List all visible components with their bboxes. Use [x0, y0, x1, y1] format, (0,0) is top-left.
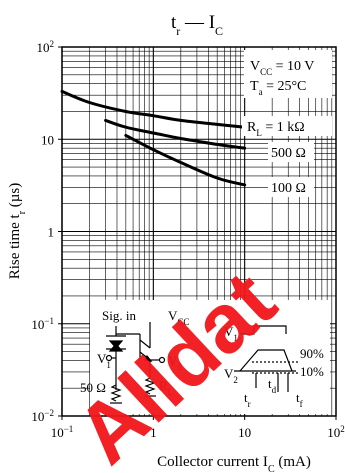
x-axis-label: Collector current IC (mA) [157, 454, 311, 473]
wave-v1-label: V1 [224, 324, 238, 343]
series-curve-2 [124, 133, 247, 187]
v2-label: V2 [168, 353, 182, 372]
y-tick-label: 1 [48, 225, 55, 240]
x-tick-label: 1 [150, 425, 157, 440]
label-rl-1k: RL = 1 kΩ [247, 120, 305, 138]
label-500: 500 Ω [271, 146, 306, 161]
label-100: 100 Ω [271, 181, 306, 196]
tf-label: tf [296, 390, 303, 409]
r50-label: 50 Ω [80, 380, 106, 395]
x-tick-label: 10 [238, 425, 251, 440]
y-tick-label: 10−2 [31, 408, 54, 424]
y-tick-label: 10−1 [31, 316, 54, 332]
rl-label: RL [159, 378, 173, 397]
inset-labels: Sig. in VCC V1 V2 50 Ω RL V1 V2 90% 10% … [80, 308, 324, 409]
y-tick-label: 10 [41, 132, 54, 147]
x-tick-label: 102 [327, 424, 345, 440]
series-labels: RL = 1 kΩ 500 Ω 100 Ω [242, 116, 332, 197]
chart-title: tr — IC [171, 12, 223, 38]
series-curve-0 [60, 89, 247, 129]
pct10-label: 10% [300, 364, 324, 379]
pct90-label: 90% [300, 346, 324, 361]
condition-vcc: VCC = 10 V [250, 59, 314, 77]
vcc-label: VCC [168, 308, 189, 327]
series-curve-1 [104, 118, 247, 150]
x-tick-label: 10−1 [51, 424, 74, 440]
plot-frame [61, 46, 337, 417]
y-axis-label: Rise time tr (µs) [7, 183, 28, 280]
td-label: td [268, 376, 277, 395]
v1-label: V1 [97, 351, 111, 370]
y-tick-label: 102 [37, 39, 55, 55]
test-circuit-inset [90, 300, 330, 414]
tr-label: tr [244, 390, 251, 409]
condition-ta: Ta = 25°C [250, 79, 306, 97]
curves [60, 89, 247, 187]
wave-v2-label: V2 [224, 366, 238, 385]
conditions-box: VCC = 10 V Ta = 25°C [244, 50, 332, 98]
sig-in-label: Sig. in [102, 308, 136, 323]
